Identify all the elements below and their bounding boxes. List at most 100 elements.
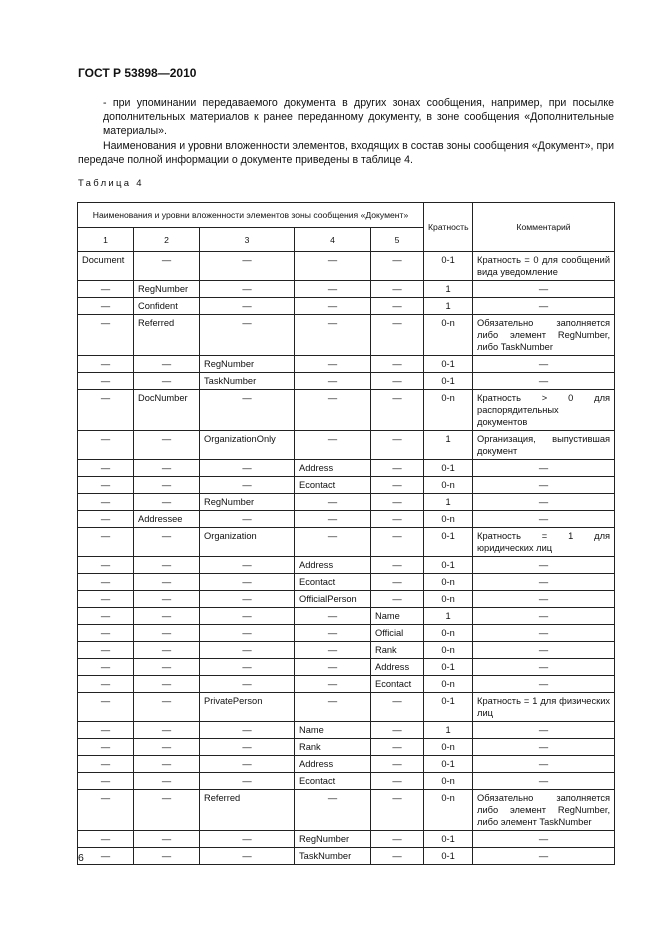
table-row: — — — — Address 0-1— — [77, 658, 616, 676]
level-4-cell: — — [294, 297, 371, 315]
level-2-cell: — — [133, 493, 200, 511]
multiplicity-cell: 0-1 — [423, 355, 474, 373]
document-id: ГОСТ Р 53898—2010 — [78, 66, 197, 80]
multiplicity-cell: 0-1 — [423, 459, 474, 477]
table-row: — — — Econtact —0-n — — [77, 772, 616, 790]
table-row: — — — Econtact —0-n — — [77, 476, 616, 494]
level-1-cell: — — [77, 624, 134, 642]
comment-cell: — — [472, 607, 616, 625]
level-4-cell: — — [294, 372, 371, 390]
level-3-cell: — — [199, 389, 295, 431]
level-3-cell: TaskNumber — [199, 372, 295, 390]
table-row: — — — — Rank 0-n — — [77, 641, 616, 659]
comment-cell: — — [472, 755, 616, 773]
paragraph: Наименования и уровни вложенности элемен… — [78, 140, 614, 166]
comment-cell: — — [472, 556, 616, 574]
multiplicity-cell: 0-n — [423, 675, 474, 693]
level-3-cell: — — [199, 459, 295, 477]
level-3-cell: RegNumber — [199, 355, 295, 373]
level-3-cell: PrivatePerson — [199, 692, 295, 722]
table-row: — — — TaskNumber —0-1— — [77, 847, 616, 865]
level-4-cell: RegNumber — [294, 830, 371, 848]
level-4-cell: — — [294, 641, 371, 659]
comment-header: Комментарий — [472, 202, 616, 252]
multiplicity-cell: 0-n — [423, 641, 474, 659]
level-4-cell: — — [294, 355, 371, 373]
level-4-cell: Address — [294, 459, 371, 477]
level-2-cell: — — [133, 738, 200, 756]
level-3-cell: Referred — [199, 789, 295, 831]
level-5-cell: Econtact — [369, 675, 425, 693]
level-3-cell: — — [199, 476, 295, 494]
level-2-cell: — — [133, 372, 200, 390]
multiplicity-cell: 0-1 — [423, 527, 474, 557]
comment-cell: — — [472, 355, 616, 373]
level-5-cell: — — [369, 527, 425, 557]
comment-cell: Организация, выпустившая документ — [472, 430, 616, 460]
multiplicity-cell: 0-n — [423, 738, 474, 756]
multiplicity-cell: 1 — [423, 297, 474, 315]
level-2-cell: — — [133, 573, 200, 591]
level-1-cell: — — [77, 430, 134, 460]
level-2-cell: Confident — [133, 297, 200, 315]
level-1-cell: — — [77, 476, 134, 494]
level-3-cell: — — [199, 830, 295, 848]
level-3-cell: — — [199, 280, 295, 298]
level-1-cell: — — [77, 641, 134, 659]
comment-cell: — — [472, 641, 616, 659]
table-row: — — — Name —1— — [77, 721, 616, 739]
table-caption: Таблица 4 — [78, 178, 144, 189]
level-5-cell: — — [369, 510, 425, 528]
level-header: 1 — [77, 227, 134, 252]
level-1-cell: — — [77, 789, 134, 831]
level-4-cell: — — [294, 607, 371, 625]
multiplicity-cell: 0-1 — [423, 692, 474, 722]
level-2-cell: RegNumber — [133, 280, 200, 298]
level-2-cell: — — [133, 772, 200, 790]
comment-cell: Кратность = 1 для физических лиц — [472, 692, 616, 722]
level-1-cell: — — [77, 355, 134, 373]
level-5-cell: — — [369, 830, 425, 848]
level-3-cell: — — [199, 658, 295, 676]
comment-cell: — — [472, 772, 616, 790]
level-header: 3 — [199, 227, 295, 252]
table-row: — — — — Econtact 0-n — — [77, 675, 616, 693]
level-2-cell: — — [133, 675, 200, 693]
level-2-cell: — — [133, 430, 200, 460]
level-1-cell: — — [77, 721, 134, 739]
level-1-cell: — — [77, 372, 134, 390]
multiplicity-cell: 0-n — [423, 573, 474, 591]
level-1-cell: — — [77, 738, 134, 756]
level-1-cell: — — [77, 527, 134, 557]
level-4-cell: Rank — [294, 738, 371, 756]
multiplicity-cell: 0-1 — [423, 755, 474, 773]
level-2-cell: — — [133, 251, 200, 281]
level-1-cell: — — [77, 297, 134, 315]
table-row: — — RegNumber — —1— — [77, 493, 616, 511]
level-4-cell: — — [294, 493, 371, 511]
elements-table: Наименования и уровни вложенности элемен… — [76, 202, 616, 865]
level-1-cell: — — [77, 830, 134, 848]
level-4-cell: TaskNumber — [294, 847, 371, 865]
comment-cell: — — [472, 493, 616, 511]
level-5-cell: — — [369, 556, 425, 574]
paragraph: - при упоминании передаваемого документа… — [103, 97, 614, 137]
level-4-cell: — — [294, 692, 371, 722]
multiplicity-cell: 0-n — [423, 389, 474, 431]
level-4-cell: — — [294, 789, 371, 831]
level-1-cell: — — [77, 459, 134, 477]
multiplicity-cell: 0-n — [423, 590, 474, 608]
level-5-cell: Rank — [369, 641, 425, 659]
level-1-cell: — — [77, 692, 134, 722]
comment-cell: — — [472, 459, 616, 477]
level-5-cell: — — [369, 847, 425, 865]
level-5-cell: — — [369, 297, 425, 315]
multiplicity-cell: 0-1 — [423, 372, 474, 390]
level-header: 4 — [294, 227, 371, 252]
level-header: 2 — [133, 227, 200, 252]
comment-cell: — — [472, 297, 616, 315]
level-5-cell: Name — [369, 607, 425, 625]
level-3-cell: — — [199, 755, 295, 773]
level-4-cell: — — [294, 624, 371, 642]
level-2-cell: — — [133, 789, 200, 831]
